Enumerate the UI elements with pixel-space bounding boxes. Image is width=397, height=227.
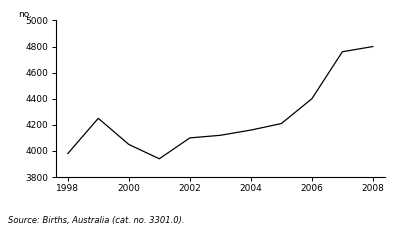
Text: no.: no. xyxy=(18,10,32,19)
Text: Source: Births, Australia (cat. no. 3301.0).: Source: Births, Australia (cat. no. 3301… xyxy=(8,216,185,225)
